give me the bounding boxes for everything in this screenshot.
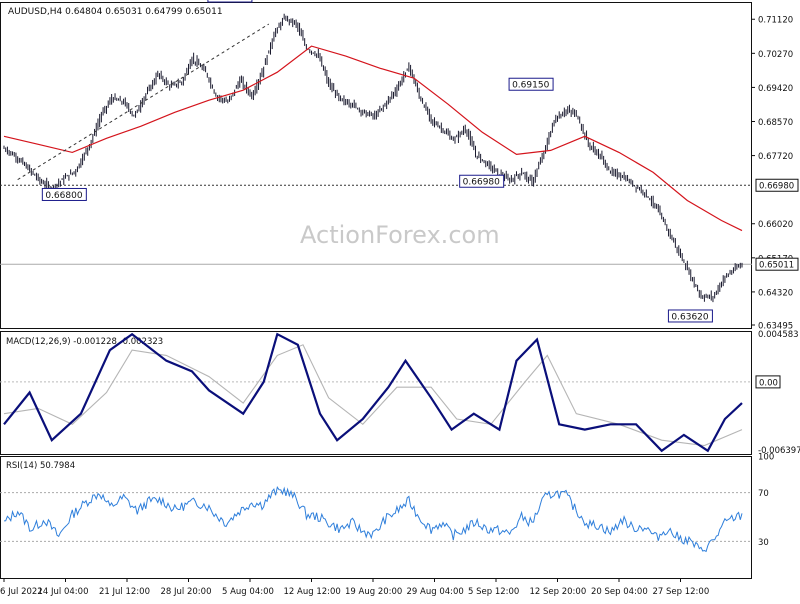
symbol-header: AUDUSD,H4 0.64804 0.65031 0.64799 0.6501…	[8, 7, 223, 17]
price-axis-tick-label: 0.66980	[759, 182, 794, 192]
price-annotation-label: 0.69150	[512, 81, 549, 91]
x-axis-tick-label: 5 Sep 12:00	[468, 587, 519, 597]
x-axis-tick-label: 20 Sep 04:00	[591, 587, 648, 597]
price-axis-tick-label: 0.71120	[758, 16, 793, 26]
macd-signal-line	[3, 344, 743, 447]
macd-panel-frame	[0, 331, 752, 455]
price-axis-tick-label: 0.68570	[758, 118, 793, 128]
price-axis-tick-label: 0.70270	[758, 50, 793, 60]
rsi-panel-frame	[0, 456, 752, 579]
price-trendline	[17, 23, 270, 181]
price-annotation-box	[207, 0, 253, 3]
watermark: ActionForex.com	[300, 221, 500, 249]
macd-axis-tick-label: 0.00	[759, 378, 778, 388]
price-annotation-label: 0.66980	[463, 178, 500, 188]
price-annotation-box	[41, 187, 87, 201]
price-moving-average-line	[3, 45, 743, 232]
price-axis-tick-label: 0.65011	[759, 261, 794, 271]
rsi-axis-tick-label: 70	[758, 489, 769, 499]
x-axis-tick-label: 21 Jul 12:00	[99, 587, 150, 597]
price-annotation-label: 0.71350	[211, 0, 248, 3]
x-axis-tick-label: 12 Aug 12:00	[284, 587, 341, 597]
price-annotation-box	[508, 77, 554, 91]
price-axis-tick-label: 0.66020	[758, 220, 793, 230]
price-annotation-box	[667, 309, 713, 323]
macd-axis-tick-label: 0.004583	[758, 330, 799, 340]
macd-line	[3, 332, 743, 453]
rsi-line	[3, 485, 743, 553]
x-axis-tick-label: 12 Sep 20:00	[530, 587, 587, 597]
rsi-axis-tick-label: 30	[758, 538, 769, 548]
price-axis-tick-label: 0.69420	[758, 84, 793, 94]
x-axis-tick-label: 29 Aug 04:00	[407, 587, 464, 597]
price-annotation-label: 0.63620	[671, 312, 708, 322]
price-axis-tick-label: 0.63495	[758, 321, 793, 331]
price-annotation-label: 0.66800	[45, 191, 82, 201]
x-axis-tick-label: 27 Sep 12:00	[653, 587, 710, 597]
macd-label: MACD(12,26,9) -0.001228 -0.002323	[6, 337, 163, 347]
x-axis-tick-label: 14 Jul 04:00	[38, 587, 89, 597]
rsi-label: RSI(14) 50.7984	[6, 461, 75, 471]
x-axis-tick-label: 6 Jul 2022	[0, 587, 43, 597]
price-panel-frame	[0, 2, 752, 329]
price-axis-tick-label: 0.67720	[758, 152, 793, 162]
price-axis-tick-label: 0.64320	[758, 288, 793, 298]
x-axis-tick-label: 19 Aug 20:00	[345, 587, 402, 597]
price-level-box	[755, 257, 799, 271]
price-annotation-box	[459, 174, 505, 188]
rsi-axis-tick-label: 100	[758, 453, 774, 463]
price-level-box	[755, 178, 799, 192]
x-axis-tick-label: 28 Jul 20:00	[161, 587, 212, 597]
x-axis-tick-label: 5 Aug 04:00	[222, 587, 274, 597]
macd-axis-tick-label: -0.006397	[758, 446, 800, 456]
macd-zero-box	[755, 375, 781, 389]
